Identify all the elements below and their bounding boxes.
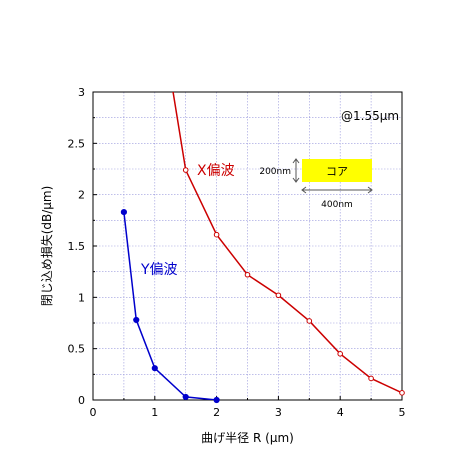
height-label: 200nm (259, 167, 291, 177)
y-tick-label: 2.5 (68, 137, 86, 150)
series-label-y: Y偏波 (140, 262, 178, 278)
wavelength-annotation: @1.55μm (341, 109, 399, 123)
series-line-y (123, 212, 217, 400)
data-point (306, 318, 313, 324)
y-tick-label: 1 (78, 291, 85, 304)
y-tick-label: 3 (78, 86, 85, 99)
data-point (151, 365, 158, 372)
x-tick-label: 1 (151, 406, 158, 419)
series-label-x: X偏波 (197, 163, 235, 179)
height-arrow-head-bottom (292, 177, 300, 183)
width-label: 400nm (321, 200, 353, 210)
x-tick-label: 3 (275, 406, 282, 419)
data-point (399, 390, 405, 396)
y-tick-label: 0 (78, 394, 85, 407)
core-label: コア (326, 165, 348, 178)
width-arrow-head-right (367, 186, 373, 194)
data-point (337, 351, 344, 357)
data-point (133, 316, 140, 324)
series (120, 92, 405, 404)
x-tick-label: 5 (399, 406, 406, 419)
core-inset: コア 200nm 400nm (259, 158, 373, 210)
data-point (213, 396, 220, 404)
data-point (182, 393, 189, 401)
x-tick-label: 0 (90, 406, 97, 419)
data-point (275, 292, 282, 299)
data-point (244, 271, 251, 278)
x-axis-label: 曲げ半径 R (μm) (201, 431, 294, 445)
grid (92, 91, 403, 401)
data-point (368, 375, 374, 382)
series-line-x (172, 92, 402, 394)
y-tick-label: 0.5 (68, 343, 86, 356)
height-arrow-head-top (292, 158, 300, 164)
y-tick-label: 2 (78, 189, 85, 202)
core-rectangle (302, 159, 372, 182)
y-axis-label: 閉じ込め損失(dB/μm) (39, 186, 54, 307)
series-clip-group (123, 92, 402, 400)
width-arrow-head-left (301, 186, 307, 194)
data-point (120, 209, 128, 216)
data-point (182, 167, 189, 173)
x-tick-label: 2 (213, 406, 220, 419)
y-tick-label: 1.5 (68, 240, 86, 253)
axis-ticks: 0 1 2 3 4 5 0 0.5 1 1.5 2 2.5 3 (68, 86, 406, 419)
data-point (213, 231, 220, 238)
x-tick-label: 4 (337, 406, 344, 419)
